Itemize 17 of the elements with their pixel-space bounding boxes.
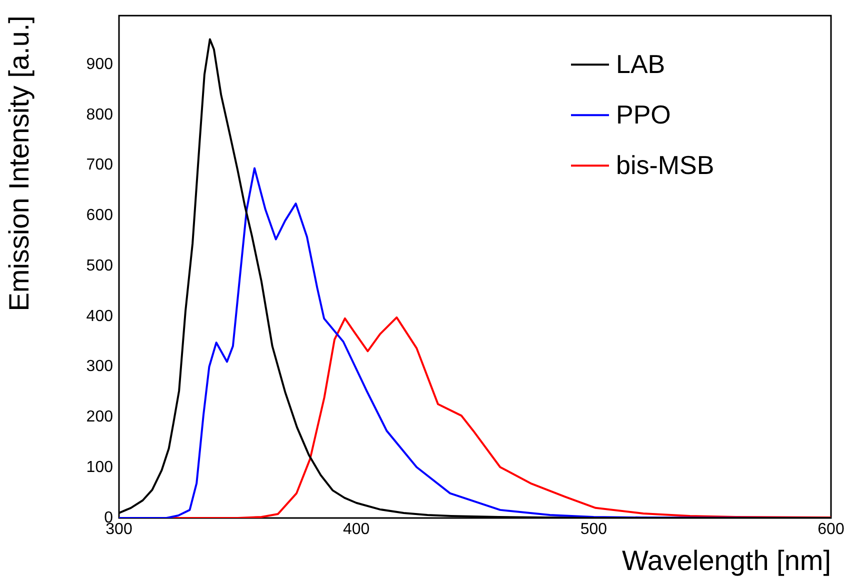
x-axis-title: Wavelength [nm] <box>622 544 831 576</box>
y-tick-label: 300 <box>86 358 114 376</box>
y-tick-label: 600 <box>86 207 114 224</box>
y-tick-label: 400 <box>86 308 114 325</box>
y-tick-label: 100 <box>86 459 114 476</box>
y-axis-title: Emission Intensity [a.u.] <box>4 16 35 312</box>
legend-label: PPO <box>616 99 671 130</box>
legend-label: LAB <box>616 48 666 79</box>
y-tick-label: 700 <box>86 156 114 174</box>
y-tick-label: 800 <box>86 106 114 124</box>
y-tick-label: 900 <box>86 56 114 73</box>
y-tick-label: 500 <box>86 257 114 274</box>
y-tick-label: 200 <box>86 408 114 426</box>
x-tick-label: 500 <box>580 521 608 538</box>
x-tick-label: 400 <box>342 521 370 538</box>
legend-label: bis-MSB <box>616 150 714 180</box>
x-tick-label: 600 <box>818 521 844 538</box>
